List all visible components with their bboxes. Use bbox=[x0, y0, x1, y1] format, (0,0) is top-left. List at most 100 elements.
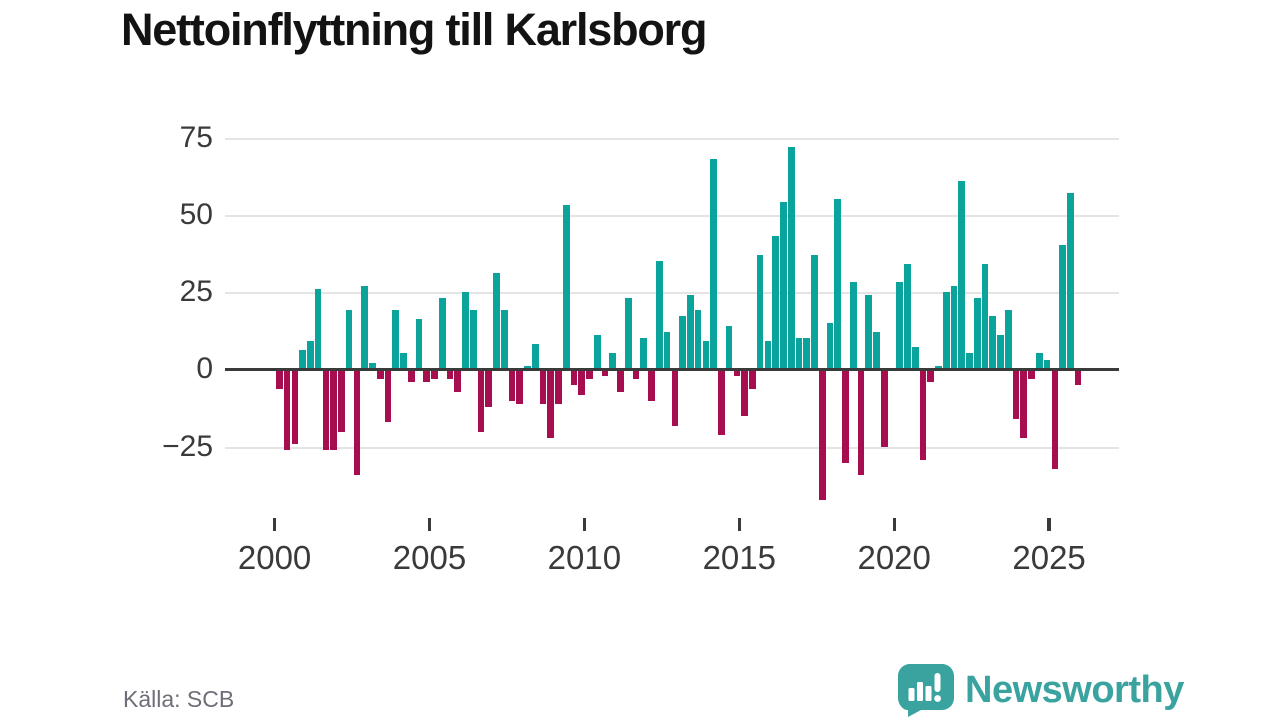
bar-2003-q1 bbox=[369, 362, 376, 369]
bar-2018-q2 bbox=[842, 370, 849, 463]
gridline-y-50 bbox=[225, 215, 1119, 217]
x-axis-tick bbox=[737, 517, 741, 531]
bar-2007-q4 bbox=[516, 370, 524, 404]
bar-2015-q2 bbox=[749, 370, 756, 389]
bar-2008-q2 bbox=[531, 344, 539, 369]
x-axis-tick bbox=[582, 517, 587, 531]
bar-2014-q1 bbox=[710, 158, 717, 369]
bar-2022-q1 bbox=[958, 180, 966, 369]
bar-2005-q4 bbox=[454, 370, 462, 392]
bar-2023-q4 bbox=[1012, 370, 1020, 420]
bar-2005-q2 bbox=[438, 297, 446, 369]
bar-2019-q1 bbox=[865, 294, 873, 369]
bar-2007-q1 bbox=[493, 273, 500, 369]
x-axis-tick-label: 2010 bbox=[547, 539, 622, 576]
bar-2006-q4 bbox=[485, 370, 493, 408]
bar-2008-q3 bbox=[539, 370, 547, 404]
bar-2018-q1 bbox=[834, 199, 842, 369]
bar-2020-q3 bbox=[911, 347, 919, 369]
x-axis-tick bbox=[272, 517, 277, 531]
page-title: Nettoinflyttning till Karlsborg bbox=[121, 4, 707, 55]
bar-2013-q1 bbox=[679, 316, 686, 369]
bar-2017-q2 bbox=[811, 254, 818, 369]
bar-2017-q3 bbox=[818, 370, 826, 500]
bar-2025-q3 bbox=[1067, 192, 1074, 369]
bar-2015-q4 bbox=[764, 341, 772, 369]
bar-2009-q4 bbox=[578, 370, 586, 395]
bar-2021-q4 bbox=[950, 285, 958, 369]
y-axis-tick-label: 25 bbox=[179, 275, 213, 309]
newsworthy-logo-icon bbox=[898, 664, 954, 717]
bar-2013-q2 bbox=[687, 294, 694, 369]
bar-2025-q2 bbox=[1059, 245, 1066, 369]
bar-2014-q2 bbox=[718, 370, 725, 435]
bar-2012-q4 bbox=[671, 370, 679, 426]
bar-2012-q2 bbox=[655, 260, 663, 369]
bar-2016-q2 bbox=[780, 202, 787, 369]
bar-2008-q1 bbox=[524, 365, 531, 369]
bar-2003-q3 bbox=[384, 370, 392, 423]
x-axis-tick bbox=[1047, 517, 1051, 531]
bar-2011-q4 bbox=[640, 338, 648, 369]
source-note: Källa: SCB bbox=[123, 686, 235, 712]
bar-2016-q1 bbox=[772, 236, 779, 369]
bar-2001-q3 bbox=[322, 370, 330, 451]
bar-2000-q3 bbox=[291, 370, 299, 445]
bar-2002-q3 bbox=[353, 370, 361, 475]
bar-2021-q2 bbox=[935, 365, 942, 369]
bar-2020-q1 bbox=[896, 282, 904, 369]
bar-2019-q3 bbox=[880, 370, 888, 448]
bar-2021-q1 bbox=[927, 370, 935, 383]
bar-2020-q4 bbox=[919, 370, 927, 460]
x-axis-tick-label: 2005 bbox=[392, 539, 467, 576]
bar-2003-q4 bbox=[392, 310, 399, 369]
bar-2023-q2 bbox=[997, 334, 1004, 369]
bar-2017-q1 bbox=[803, 338, 811, 369]
bar-2002-q4 bbox=[361, 285, 368, 369]
bar-2025-q1 bbox=[1051, 370, 1059, 469]
bar-2001-q1 bbox=[307, 341, 314, 369]
bar-2023-q1 bbox=[989, 316, 997, 369]
brand-wordmark: Newsworthy bbox=[965, 669, 1184, 711]
bar-2022-q3 bbox=[973, 297, 981, 369]
gridline-y-25 bbox=[225, 292, 1119, 295]
gridline-y--25 bbox=[225, 446, 1119, 449]
y-axis-tick-label: −25 bbox=[162, 429, 213, 463]
bar-2021-q3 bbox=[942, 291, 950, 369]
bar-2013-q4 bbox=[702, 341, 710, 369]
x-axis-tick bbox=[427, 517, 432, 531]
bar-2010-q3 bbox=[601, 370, 609, 377]
bar-2009-q2 bbox=[562, 205, 570, 369]
bar-2002-q2 bbox=[345, 310, 353, 369]
bar-2002-q1 bbox=[338, 370, 345, 432]
bar-2005-q1 bbox=[431, 370, 438, 380]
bar-2000-q4 bbox=[299, 350, 306, 369]
bar-2022-q4 bbox=[981, 263, 989, 369]
bar-2011-q1 bbox=[617, 370, 624, 392]
bar-2010-q4 bbox=[609, 353, 617, 369]
bar-2004-q3 bbox=[415, 319, 423, 369]
bar-2012-q1 bbox=[648, 370, 655, 401]
bar-2007-q2 bbox=[500, 310, 508, 369]
bar-2006-q2 bbox=[469, 310, 477, 369]
x-axis-tick-label: 2020 bbox=[857, 539, 931, 576]
zero-axis-line bbox=[225, 367, 1119, 372]
bar-2006-q3 bbox=[477, 370, 485, 432]
x-axis-tick bbox=[892, 517, 896, 531]
bar-2014-q3 bbox=[725, 325, 733, 369]
bar-2004-q2 bbox=[407, 370, 415, 383]
x-axis-tick-label: 2025 bbox=[1012, 539, 1086, 576]
bar-2022-q2 bbox=[966, 353, 973, 369]
bar-2016-q3 bbox=[787, 146, 795, 369]
y-axis-tick-label: 0 bbox=[196, 352, 213, 386]
y-axis-tick-label: 75 bbox=[179, 120, 213, 154]
bar-2025-q4 bbox=[1074, 370, 1082, 386]
bar-2024-q1 bbox=[1020, 370, 1028, 438]
bar-2009-q1 bbox=[555, 370, 562, 404]
bar-2000-q1 bbox=[276, 370, 283, 389]
bar-2013-q3 bbox=[694, 310, 702, 369]
bar-2001-q2 bbox=[314, 288, 322, 369]
bar-2006-q1 bbox=[462, 291, 469, 369]
bar-2024-q4 bbox=[1043, 359, 1051, 369]
bar-2015-q1 bbox=[741, 370, 748, 417]
